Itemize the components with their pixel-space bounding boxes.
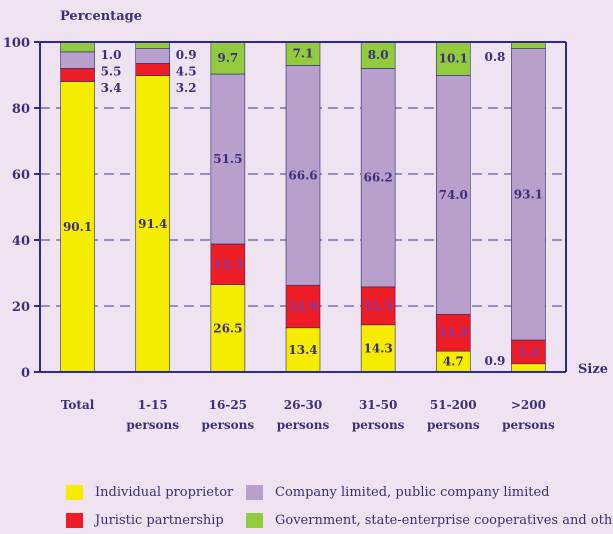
bar-segment	[360, 41, 396, 69]
x-tick-label: persons	[502, 418, 555, 432]
x-tick-label: 1-15	[138, 398, 168, 412]
y-axis-title: Percentage	[60, 9, 142, 24]
data-label: 13.4	[288, 343, 317, 357]
bar-segment	[285, 65, 321, 286]
bar-segment	[435, 41, 471, 76]
y-tick-label: 20	[12, 300, 30, 315]
y-tick-label: 60	[12, 168, 30, 183]
x-tick-label: 16-25	[209, 398, 247, 412]
y-tick-label: 0	[21, 366, 30, 381]
bar-segment	[60, 41, 95, 53]
data-label: 90.1	[63, 220, 92, 234]
bar-segment	[135, 48, 171, 64]
bar-segment	[285, 327, 321, 373]
y-tick-label: 80	[12, 102, 30, 117]
bar-segment	[360, 68, 396, 288]
data-label: 9.7	[217, 51, 238, 65]
data-label: 66.2	[364, 171, 393, 185]
data-label: 11.5	[364, 299, 393, 313]
data-label: 0.9	[176, 48, 197, 62]
data-label: 5.5	[101, 64, 122, 78]
bar-segment	[435, 75, 471, 315]
data-label: 10.1	[439, 52, 468, 66]
data-label: 3.4	[101, 81, 122, 95]
data-label: 5.2	[518, 345, 539, 359]
data-label: 8.0	[368, 48, 389, 62]
y-tick-label: 100	[3, 36, 30, 51]
data-label: 93.1	[514, 187, 543, 201]
data-label: 0.9	[485, 354, 506, 368]
bar-segment	[511, 48, 546, 341]
data-label: 1.0	[101, 48, 122, 62]
bar-segment	[435, 313, 471, 352]
x-tick-label: 51-200	[430, 398, 477, 412]
x-axis-title: Size	[578, 362, 608, 377]
bar-segment	[210, 41, 246, 75]
data-label: 4.5	[176, 64, 197, 78]
data-label: 66.6	[288, 168, 317, 182]
data-label: 4.7	[443, 355, 464, 369]
data-label: 14.3	[364, 341, 393, 355]
bar-segment	[360, 286, 396, 326]
data-label: 0.8	[485, 50, 506, 64]
data-label: 12.9	[288, 299, 317, 313]
bar-segment	[360, 324, 396, 373]
x-tick-label: persons	[277, 418, 330, 432]
x-tick-label: persons	[126, 418, 179, 432]
bar-segment	[60, 51, 95, 69]
data-label: 26.5	[213, 321, 242, 335]
data-label: 91.4	[138, 217, 167, 231]
x-tick-label: 31-50	[359, 398, 397, 412]
data-label: 7.1	[293, 47, 314, 61]
data-label: 3.2	[176, 81, 197, 95]
x-tick-label: persons	[427, 418, 480, 432]
x-tick-label: Total	[61, 398, 95, 412]
bar-segment	[210, 243, 246, 285]
y-tick-label: 40	[12, 234, 30, 249]
bar-segment	[210, 73, 246, 245]
x-tick-label: >200	[511, 398, 546, 412]
x-tick-label: 26-30	[284, 398, 322, 412]
data-label: 11.2	[439, 326, 468, 340]
data-label: 51.5	[213, 152, 242, 166]
bar-segment	[511, 363, 546, 373]
data-label: 12.3	[213, 257, 242, 271]
bar-segment	[135, 63, 171, 76]
x-tick-label: persons	[352, 418, 405, 432]
bar-segment	[60, 68, 95, 82]
bar-segment	[135, 75, 171, 373]
data-label: 74.0	[439, 188, 468, 202]
x-tick-label: persons	[202, 418, 255, 432]
